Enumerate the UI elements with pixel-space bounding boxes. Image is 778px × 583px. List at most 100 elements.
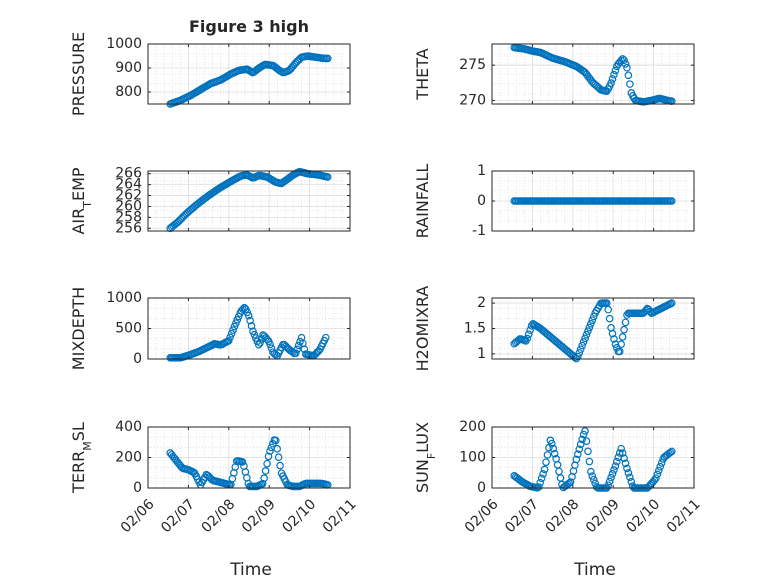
data-point (666, 448, 675, 457)
y-axis-label-main: PRESSURE (69, 32, 88, 116)
y-axis-label-tail: LUX (413, 422, 432, 453)
x-tick-label: 02/07 (158, 496, 198, 536)
data-point (627, 477, 636, 486)
y-axis-label-main: MIXDEPTH (69, 287, 88, 370)
data-point (582, 437, 591, 445)
data-point (294, 341, 303, 350)
axes-box (491, 43, 695, 105)
data-point (542, 458, 550, 466)
y-tick-label: 1 (477, 346, 486, 362)
data-point (621, 60, 630, 68)
y-axis-label-subscript: M (81, 441, 94, 451)
y-axis-label-main: H2OMIXRA (413, 286, 432, 372)
subplot-5: 0 500 1000 MIXDEPTH (69, 287, 351, 370)
y-tick-label: 258 (115, 209, 142, 225)
x-tick-label: 02/11 (320, 496, 360, 536)
data-point (547, 439, 556, 448)
data-point (656, 462, 665, 471)
data-point (605, 477, 614, 486)
data-point (574, 450, 582, 458)
data-point (575, 349, 584, 357)
y-tick-label: 1.5 (464, 321, 486, 337)
data-point (260, 474, 268, 483)
chart-title: Figure 3 high (189, 17, 309, 36)
y-tick-label: 1 (477, 163, 486, 179)
data-point (263, 459, 271, 468)
data-point (579, 430, 588, 439)
x-axis-label: Time (573, 560, 616, 580)
y-axis-label: TERRMSL (69, 422, 94, 494)
y-tick-label: 100 (459, 450, 486, 466)
y-tick-label: 264 (115, 177, 142, 193)
y-tick-label: 1000 (106, 36, 142, 52)
y-tick-label: -1 (472, 223, 486, 239)
y-tick-label: 0 (477, 193, 486, 209)
y-axis-label: SUNFLUX (413, 422, 438, 493)
y-tick-label: 1000 (106, 290, 142, 306)
subplot-6: 1 1.5 2 H2OMIXRA (413, 286, 695, 372)
y-axis-label: AIRTEMP (69, 167, 94, 234)
data-point (230, 322, 239, 331)
data-point (537, 474, 546, 483)
data-point (581, 427, 589, 435)
data-point (611, 66, 620, 75)
data-point (229, 326, 237, 334)
data-point (589, 312, 598, 321)
data-point (575, 445, 584, 454)
data-point (623, 63, 631, 72)
y-axis-label-main: RAINFALL (413, 164, 432, 239)
subplot-7: 02/06 02/07 02/08 02/09 02/10 02/11 0 200 400 TER… (69, 419, 360, 580)
data-point (667, 447, 676, 456)
data-point (226, 333, 234, 342)
y-tick-label: 270 (459, 92, 486, 108)
data-point (523, 334, 532, 343)
data-point (566, 478, 575, 486)
data-point (258, 479, 267, 488)
axes-box (147, 170, 351, 232)
y-axis-label-main: AIR (69, 208, 88, 235)
data-point (581, 334, 589, 343)
data-point (587, 319, 595, 328)
data-point (540, 465, 549, 474)
data-point (565, 479, 573, 487)
data-point (264, 452, 273, 461)
data-point (588, 316, 597, 324)
data-point (608, 75, 617, 83)
y-axis-label-tail: EMP (69, 167, 88, 201)
subplot-1: 800 900 1000 PRESSURE Figure 3 high (69, 17, 351, 116)
data-point (539, 470, 547, 478)
data-point (620, 56, 628, 64)
data-point (271, 436, 280, 445)
data-point (584, 327, 592, 335)
x-tick-label: 02/10 (279, 496, 319, 536)
data-point (323, 173, 332, 181)
data-point (624, 71, 633, 80)
data-point (667, 197, 676, 205)
data-point (321, 333, 330, 342)
data-point (611, 462, 620, 470)
data-point (620, 325, 628, 334)
data-point (224, 336, 233, 345)
y-axis-label-main: TERR (69, 451, 88, 494)
y-tick-label: 256 (115, 220, 142, 236)
data-point (526, 326, 534, 334)
data-point (584, 447, 592, 456)
data-point (621, 459, 630, 468)
data-point (657, 459, 666, 467)
data-point (266, 447, 274, 455)
data-point (576, 345, 585, 354)
data-point (585, 323, 594, 332)
data-point (626, 473, 634, 482)
data-point (549, 444, 558, 453)
data-point (572, 455, 581, 464)
data-point (613, 457, 621, 466)
data-point (578, 435, 586, 444)
y-axis-label: H2OMIXRA (413, 286, 432, 372)
y-axis-label: PRESSURE (69, 32, 88, 116)
data-point (256, 339, 264, 347)
data-point (261, 467, 270, 475)
x-tick-label: 02/10 (623, 496, 663, 536)
data-point (650, 476, 659, 484)
data-point (550, 449, 559, 458)
